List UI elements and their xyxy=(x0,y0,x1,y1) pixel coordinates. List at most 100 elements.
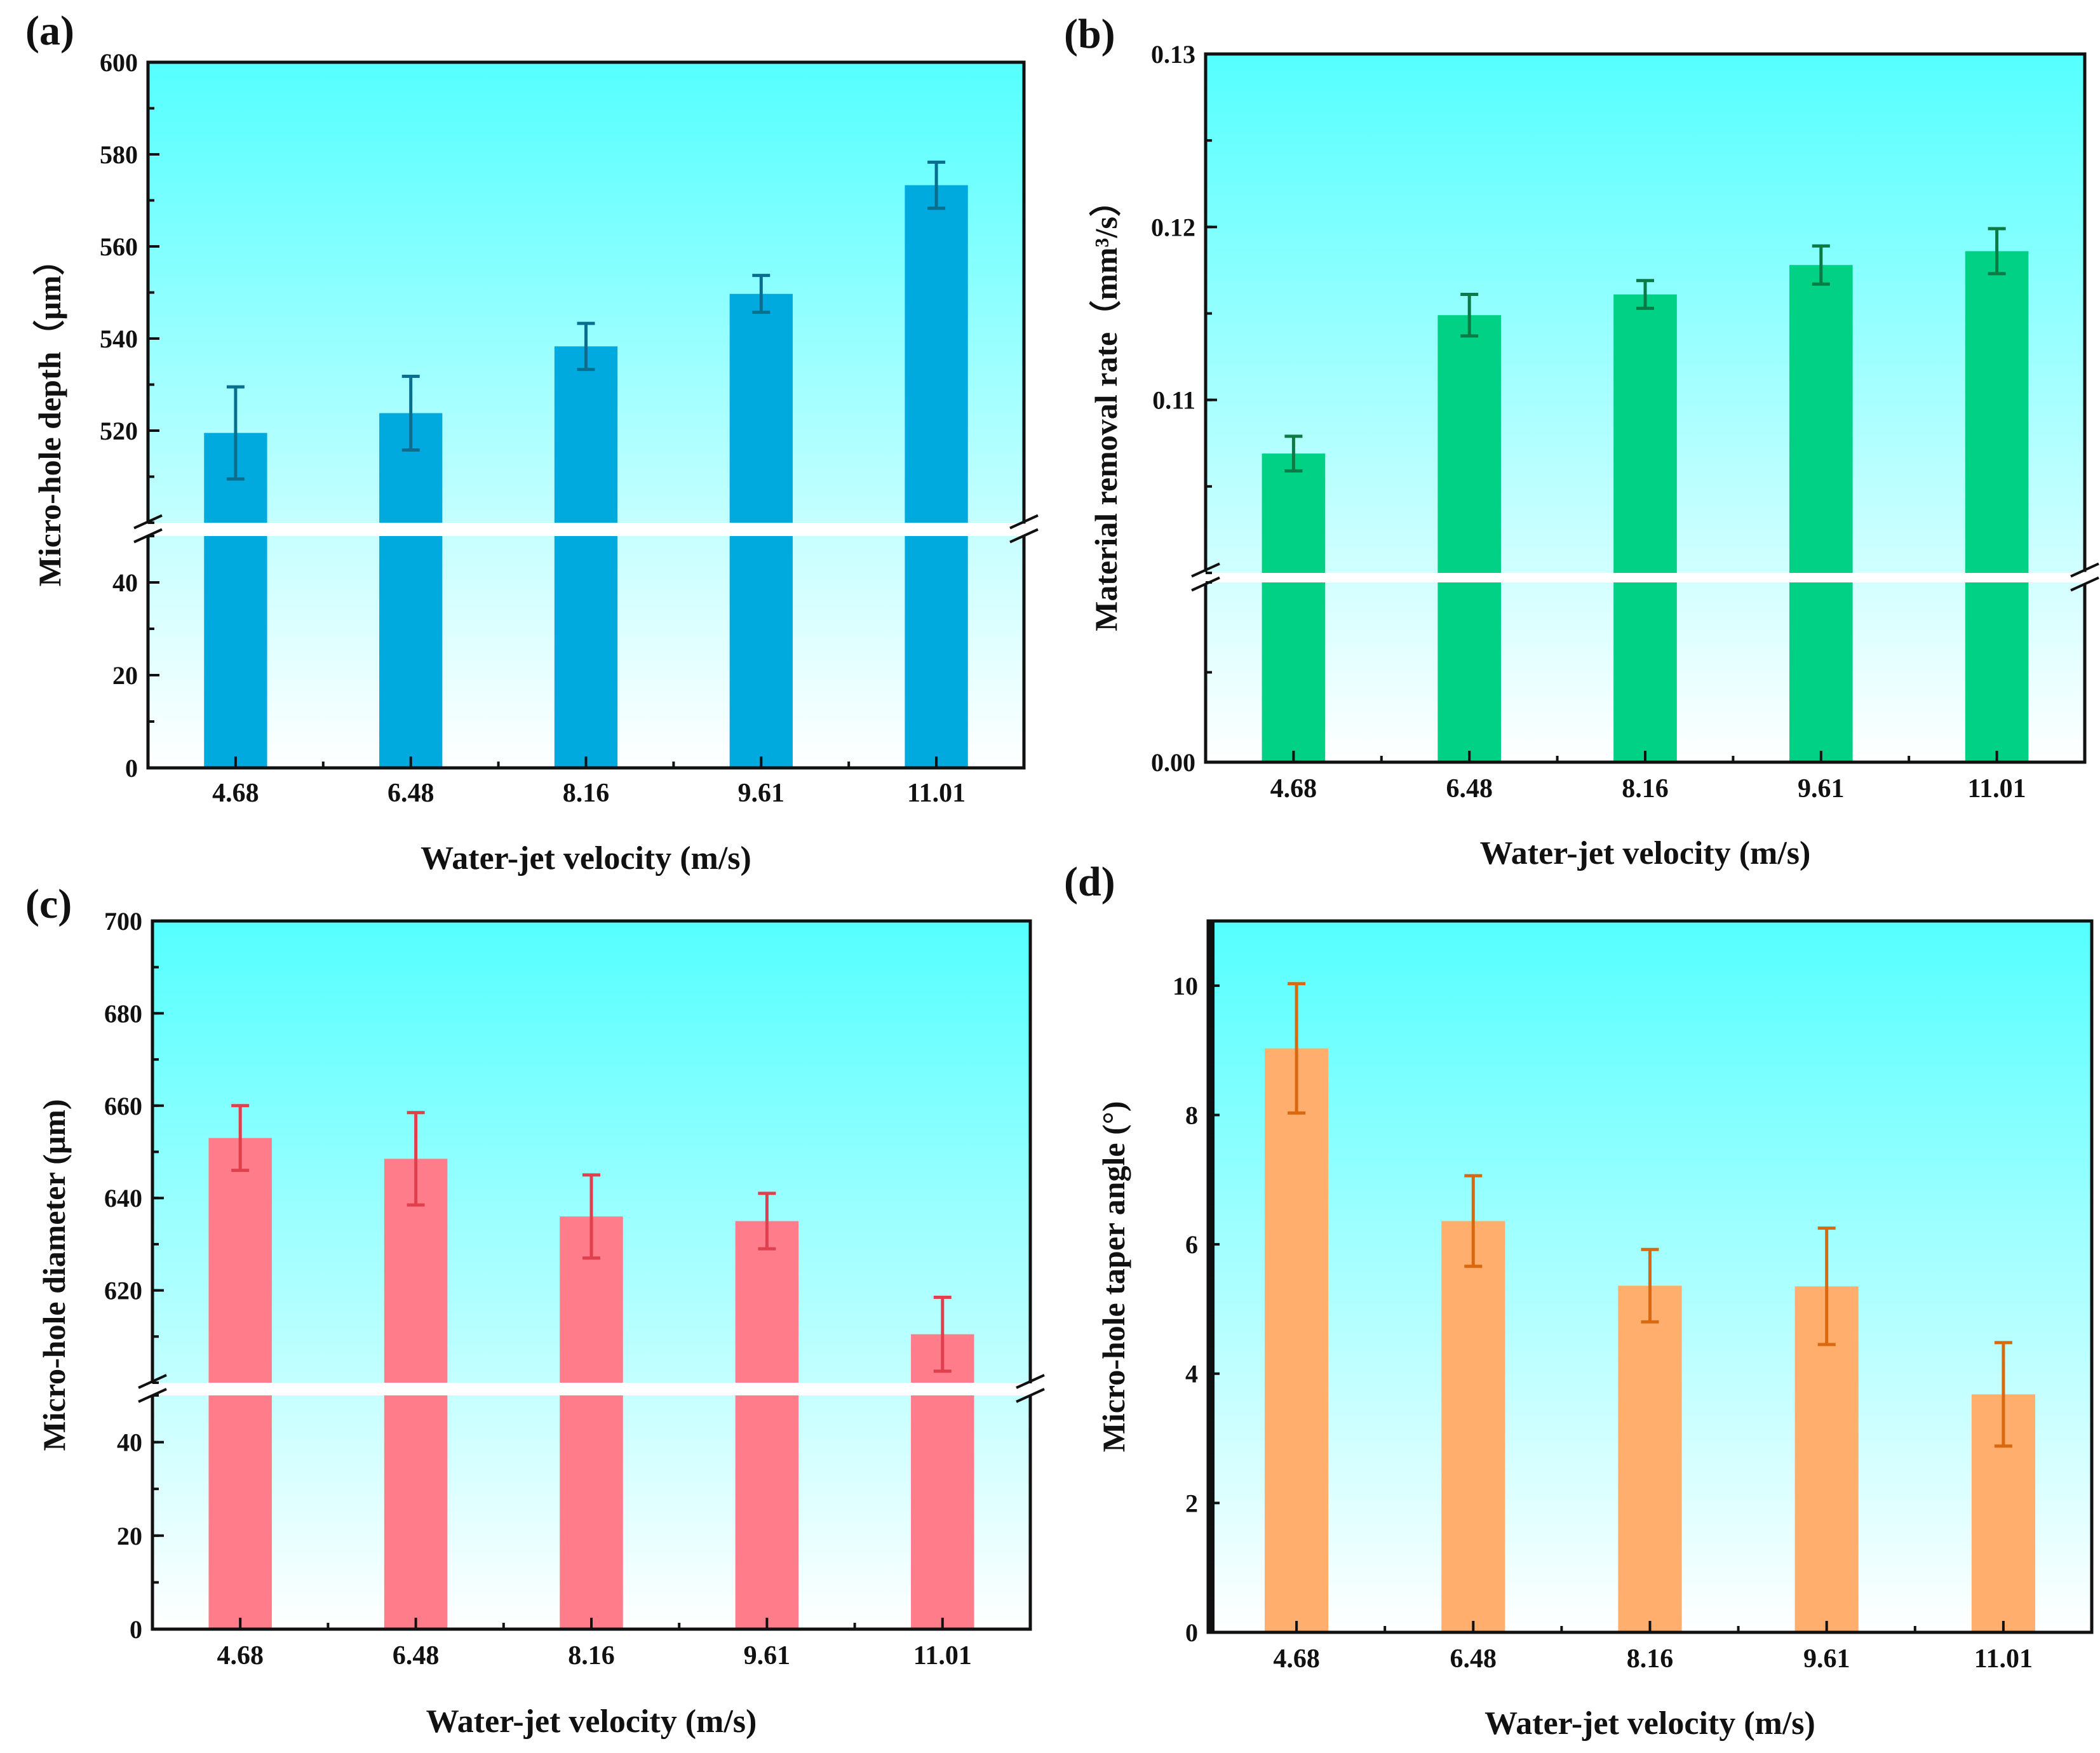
bar xyxy=(1789,582,1853,762)
x-tick-label: 6.48 xyxy=(1446,774,1493,803)
x-tick-label: 6.48 xyxy=(1450,1644,1497,1674)
y-tick-label: 660 xyxy=(104,1092,142,1120)
y-tick-label: 4 xyxy=(1185,1360,1198,1388)
y-tick-label: 2 xyxy=(1185,1489,1198,1517)
x-tick-label: 11.01 xyxy=(1974,1644,2033,1674)
bar xyxy=(1965,582,2029,762)
bar xyxy=(1965,251,2029,573)
x-tick-label: 9.61 xyxy=(1798,774,1845,803)
bar xyxy=(554,346,618,523)
x-tick-label: 8.16 xyxy=(568,1641,615,1670)
x-tick-label: 11.01 xyxy=(907,779,966,808)
axis-break-cover xyxy=(144,523,152,535)
y-tick-label: 6 xyxy=(1185,1230,1198,1259)
plot-frame xyxy=(151,919,1032,1631)
x-tick-label: 4.68 xyxy=(1273,1644,1320,1674)
x-tick-label: 9.61 xyxy=(1803,1644,1850,1674)
y-tick-label: 20 xyxy=(117,1522,142,1550)
panel-label: (c) xyxy=(25,881,72,927)
panel-d: 4.68 6.48 8.16 9.61 11.01 0 2 4 6 8 10 (d) Water-jet… xyxy=(1064,859,2094,1742)
y-tick-label: 540 xyxy=(100,325,138,353)
bar xyxy=(1789,265,1853,573)
bar xyxy=(560,1395,623,1629)
bar xyxy=(1441,1221,1505,1632)
panel-c: 4.68 6.48 8.16 9.61 11.01 0 20 40 620 640 660 680 70… xyxy=(25,881,1045,1740)
bar xyxy=(208,1138,272,1383)
y-tick-label: 40 xyxy=(117,1428,142,1457)
axis-break-gap xyxy=(154,1383,1028,1395)
bar xyxy=(204,536,267,768)
y-tick-label: 40 xyxy=(112,568,138,597)
axis-break-mark xyxy=(2070,576,2099,592)
x-axis-title: Water-jet velocity (m/s) xyxy=(426,1703,757,1740)
y-tick-label: 640 xyxy=(104,1184,142,1212)
axis-break-mark xyxy=(1191,562,1220,578)
x-tick-label: 8.16 xyxy=(1627,1644,1674,1674)
bar xyxy=(1437,582,1502,762)
y-tick-label: 520 xyxy=(100,417,138,445)
plot-frame xyxy=(1204,52,2087,764)
bar xyxy=(1262,582,1326,762)
axis-break-mark xyxy=(1009,528,1039,544)
y-axis-title: Micro-hole depth（μm） xyxy=(32,244,67,587)
x-tick-label: 9.61 xyxy=(744,1641,791,1670)
panel-label: (b) xyxy=(1064,11,1115,57)
bar xyxy=(1437,315,1502,573)
x-tick-label: 8.16 xyxy=(563,779,610,808)
bar xyxy=(1613,294,1677,573)
axis-break-cover xyxy=(1026,1383,1034,1395)
bar xyxy=(905,185,968,523)
x-axis-title: Water-jet velocity (m/s) xyxy=(421,840,751,876)
y-tick-label: 0 xyxy=(130,1615,142,1644)
x-axis-title: Water-jet velocity (m/s) xyxy=(1484,1705,1815,1742)
x-tick-label: 11.01 xyxy=(913,1641,972,1670)
x-tick-label: 9.61 xyxy=(738,779,785,808)
y-axis-title: Material removal rate（mm³/s） xyxy=(1088,185,1124,631)
y-tick-label: 560 xyxy=(100,232,138,261)
y-tick-label: 600 xyxy=(100,48,138,77)
axis-break-cover xyxy=(2081,572,2089,584)
panel-b: 4.68 6.48 8.16 9.61 11.01 0.00 0.11 0.12 0.13 (b)… xyxy=(1064,11,2099,871)
axis-break-mark xyxy=(1009,514,1039,530)
y-tick-label: 700 xyxy=(104,907,142,936)
y-tick-label: 580 xyxy=(100,140,138,169)
axis-break-mark xyxy=(1016,1374,1045,1389)
y-tick-label: 10 xyxy=(1173,972,1198,1000)
bar xyxy=(384,1395,448,1629)
bar xyxy=(729,293,793,523)
y-tick-label: 0.13 xyxy=(1151,40,1195,69)
y-tick-label: 0 xyxy=(125,754,138,782)
y-tick-label: 620 xyxy=(104,1277,142,1305)
bar xyxy=(1618,1286,1682,1632)
panel-label: (d) xyxy=(1064,859,1115,905)
y-tick-label: 0.00 xyxy=(1151,748,1195,777)
panel-a: 4.68 6.48 8.16 9.61 11.01 0 20 40 520 540 560 580 60… xyxy=(25,8,1039,876)
plot-frame xyxy=(146,60,1026,770)
axis-break-cover xyxy=(1020,523,1028,535)
x-tick-label: 6.48 xyxy=(393,1641,440,1670)
bar xyxy=(911,1395,974,1629)
y-axis-title: Micro-hole diameter (μm) xyxy=(36,1099,72,1451)
x-tick-label: 11.01 xyxy=(1968,774,2026,803)
bar xyxy=(1613,582,1677,762)
y-axis-title: Micro-hole taper angle (°) xyxy=(1096,1101,1131,1453)
x-tick-label: 4.68 xyxy=(217,1641,264,1670)
axis-break-cover xyxy=(149,1383,156,1395)
bar xyxy=(554,536,618,768)
x-tick-label: 4.68 xyxy=(212,779,259,808)
axis-break-mark xyxy=(1191,576,1220,592)
bar xyxy=(1262,453,1326,573)
x-tick-label: 6.48 xyxy=(387,779,434,808)
x-tick-label: 8.16 xyxy=(1622,774,1669,803)
x-tick-label: 4.68 xyxy=(1270,774,1317,803)
panel-label: (a) xyxy=(25,8,74,54)
y-tick-label: 0.12 xyxy=(1151,213,1195,241)
y-tick-label: 20 xyxy=(112,661,138,690)
axis-break-cover xyxy=(1202,572,1209,584)
bar xyxy=(735,1395,799,1629)
y-tick-label: 680 xyxy=(104,999,142,1028)
x-axis-title: Water-jet velocity (m/s) xyxy=(1480,835,1811,871)
bar xyxy=(729,536,793,768)
bar xyxy=(1265,1048,1329,1632)
